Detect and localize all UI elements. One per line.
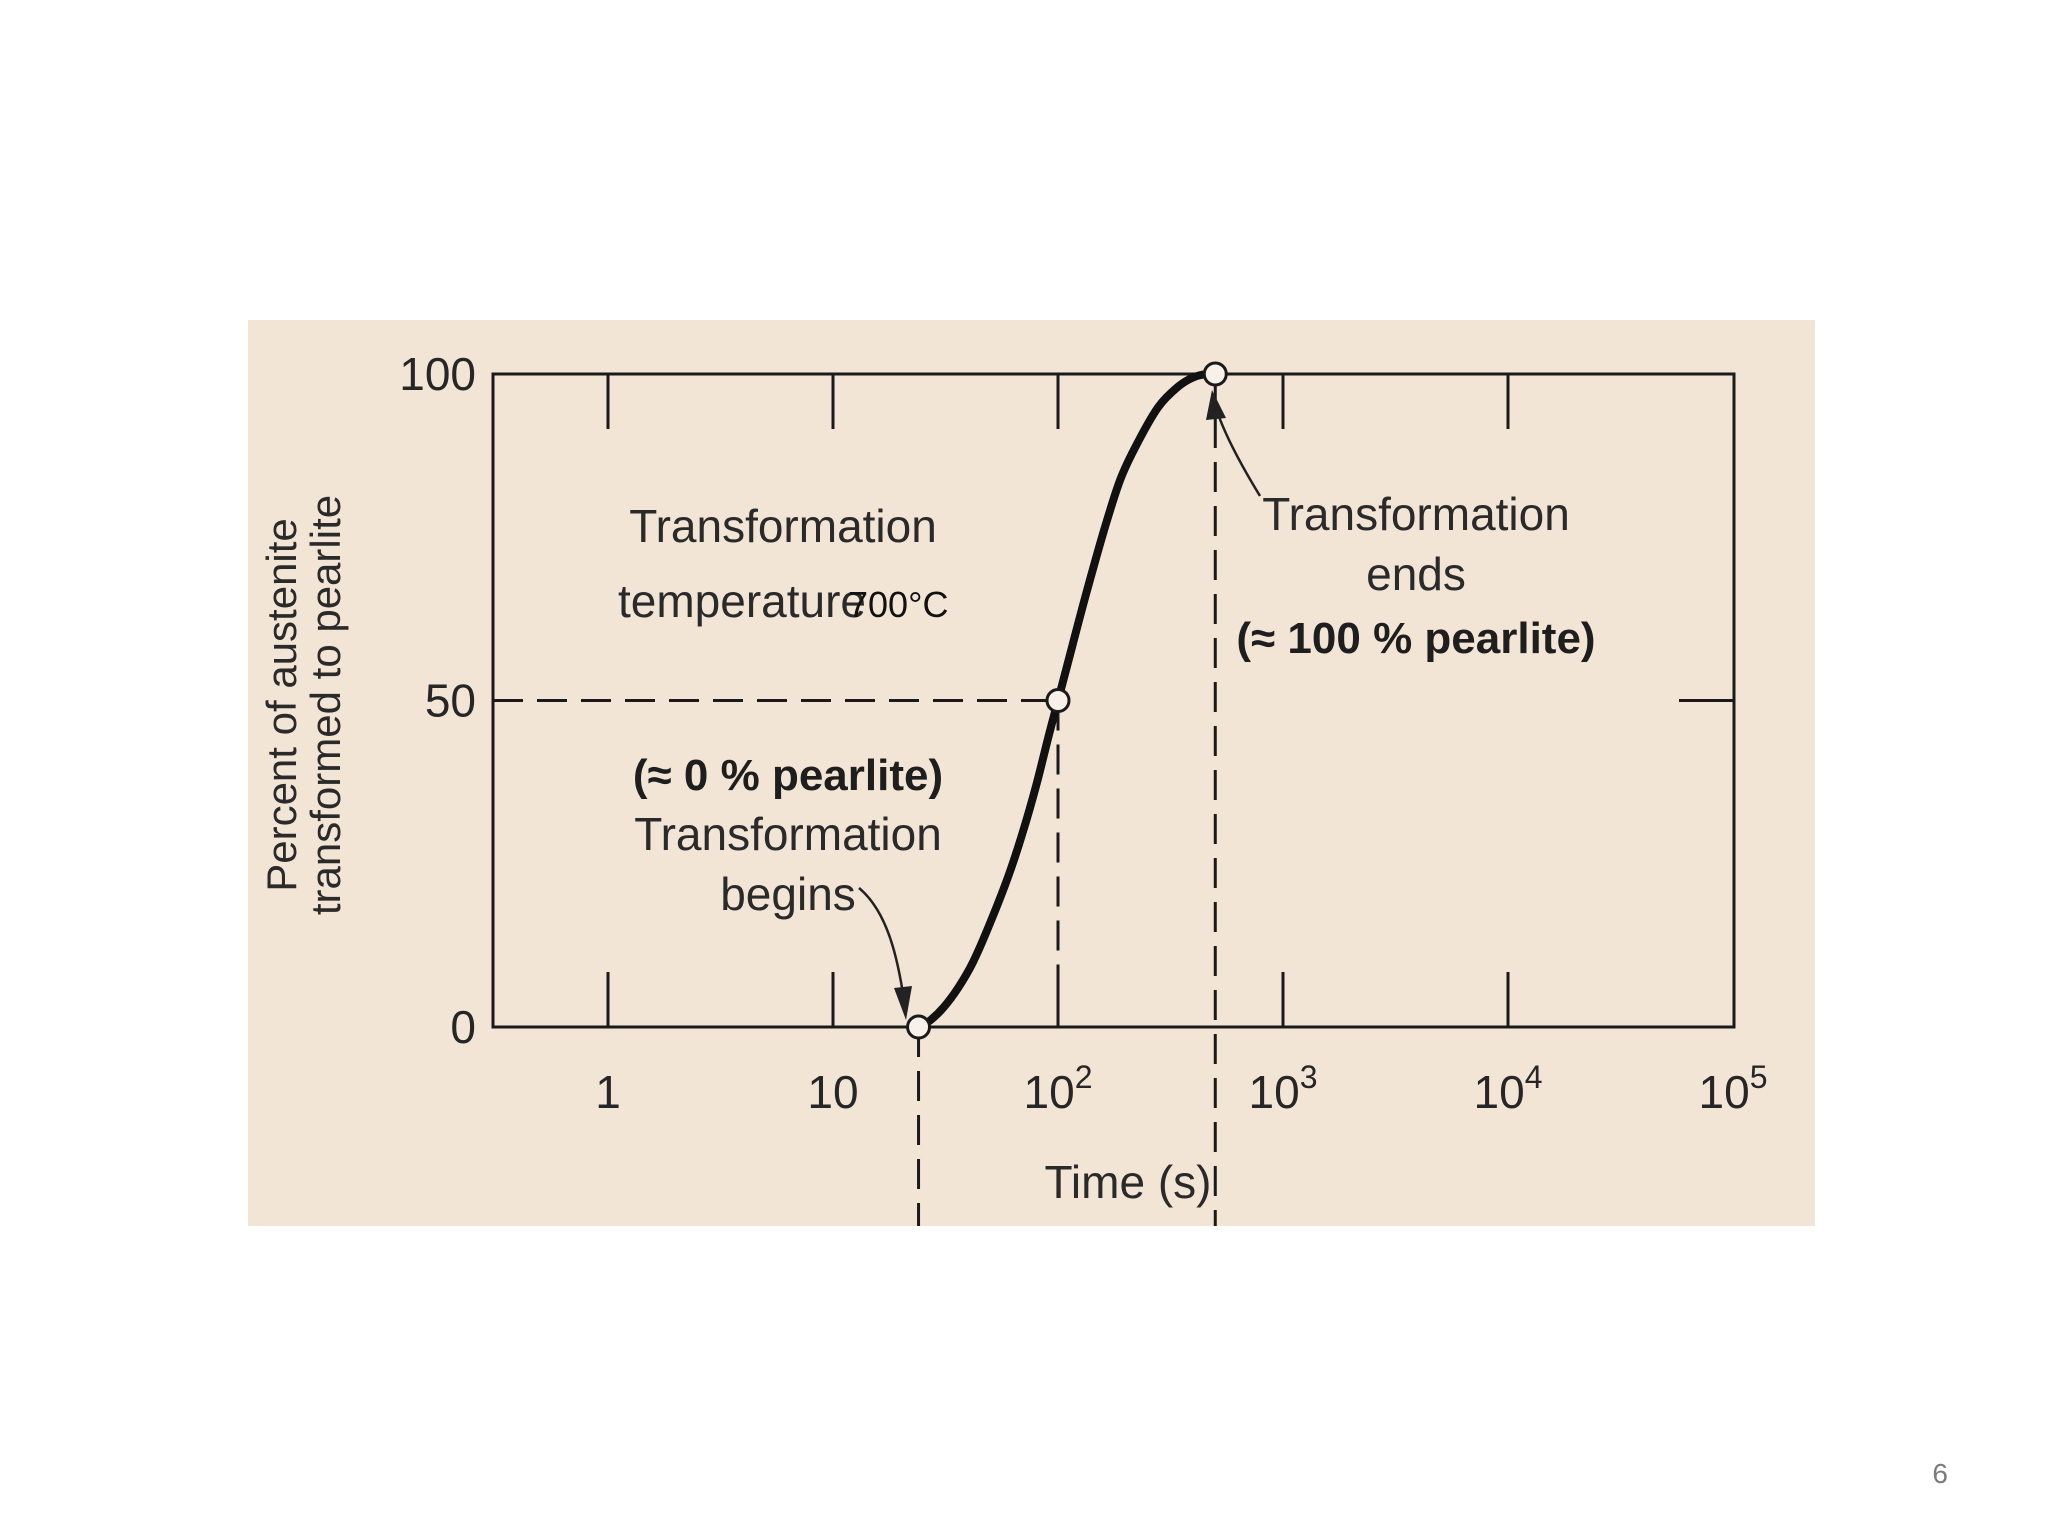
data-markers (906, 361, 1228, 1040)
y-tick-label: 0 (450, 1001, 476, 1053)
y-axis-title-line-2: transformed to pearlite (302, 495, 349, 915)
chart-svg: 1 10 102 103 104 105 0 50 100 Percent of austeni… (258, 348, 1767, 1226)
y-tick-label: 100 (399, 348, 476, 400)
x-tick-label: 103 (1249, 1059, 1318, 1118)
begins-annotation-line-1: (≈ 0 % pearlite) (633, 751, 943, 800)
ends-annotation-line-2: ends (1366, 548, 1466, 600)
data-marker (906, 1014, 932, 1040)
chart-figure: 1 10 102 103 104 105 0 50 100 Percent of austeni… (248, 320, 1815, 1226)
ends-arrow (1214, 407, 1262, 497)
temperature-annotation-line-1: Transformation (629, 500, 937, 552)
data-marker (1202, 361, 1228, 387)
data-marker (1045, 688, 1071, 713)
x-tick-label: 104 (1474, 1059, 1543, 1118)
x-tick-label: 1 (595, 1066, 621, 1118)
x-tick-label: 10 (807, 1066, 858, 1118)
x-tick-label: 102 (1024, 1059, 1093, 1118)
begins-arrowhead (894, 986, 912, 1020)
begins-annotation-line-2: Transformation (634, 808, 942, 860)
y-tick-label: 50 (425, 675, 476, 727)
x-axis-title: Time (s) (1045, 1156, 1212, 1208)
y-axis-title-line-1: Percent of austenite (258, 518, 305, 892)
ends-annotation-line-3: (≈ 100 % pearlite) (1236, 614, 1595, 663)
axis-tick-labels: 1 10 102 103 104 105 0 50 100 (399, 348, 1767, 1118)
y-axis-title: Percent of austenite transformed to pear… (258, 495, 349, 915)
ends-arrowhead (1206, 390, 1226, 420)
temperature-annotation-line-2: temperature (618, 575, 866, 627)
axis-ticks (606, 374, 1734, 1027)
begins-arrow (858, 887, 906, 1001)
x-tick-label: 105 (1699, 1059, 1768, 1118)
begins-annotation-line-3: begins (720, 868, 856, 920)
page-number: 6 (1932, 1458, 1948, 1489)
temperature-value: 700°C (848, 584, 948, 625)
ends-annotation-line-1: Transformation (1262, 488, 1570, 540)
